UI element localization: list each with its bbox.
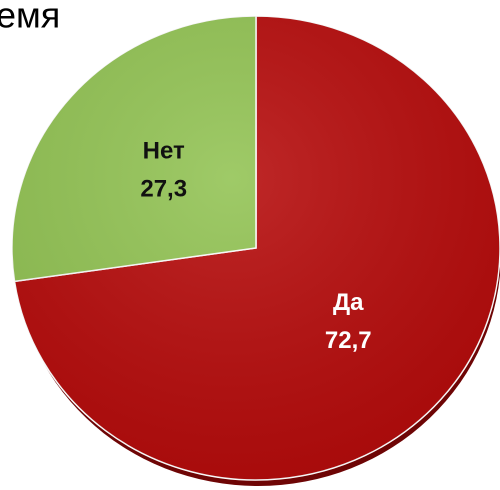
chart-title: емя	[0, 0, 60, 36]
slice-label: Нет	[143, 137, 185, 164]
slice-label: Да	[333, 289, 364, 316]
data-label: 72,7	[325, 327, 372, 354]
data-label: 27,3	[140, 175, 187, 202]
pie-slice	[11, 15, 257, 283]
pie	[11, 15, 500, 481]
